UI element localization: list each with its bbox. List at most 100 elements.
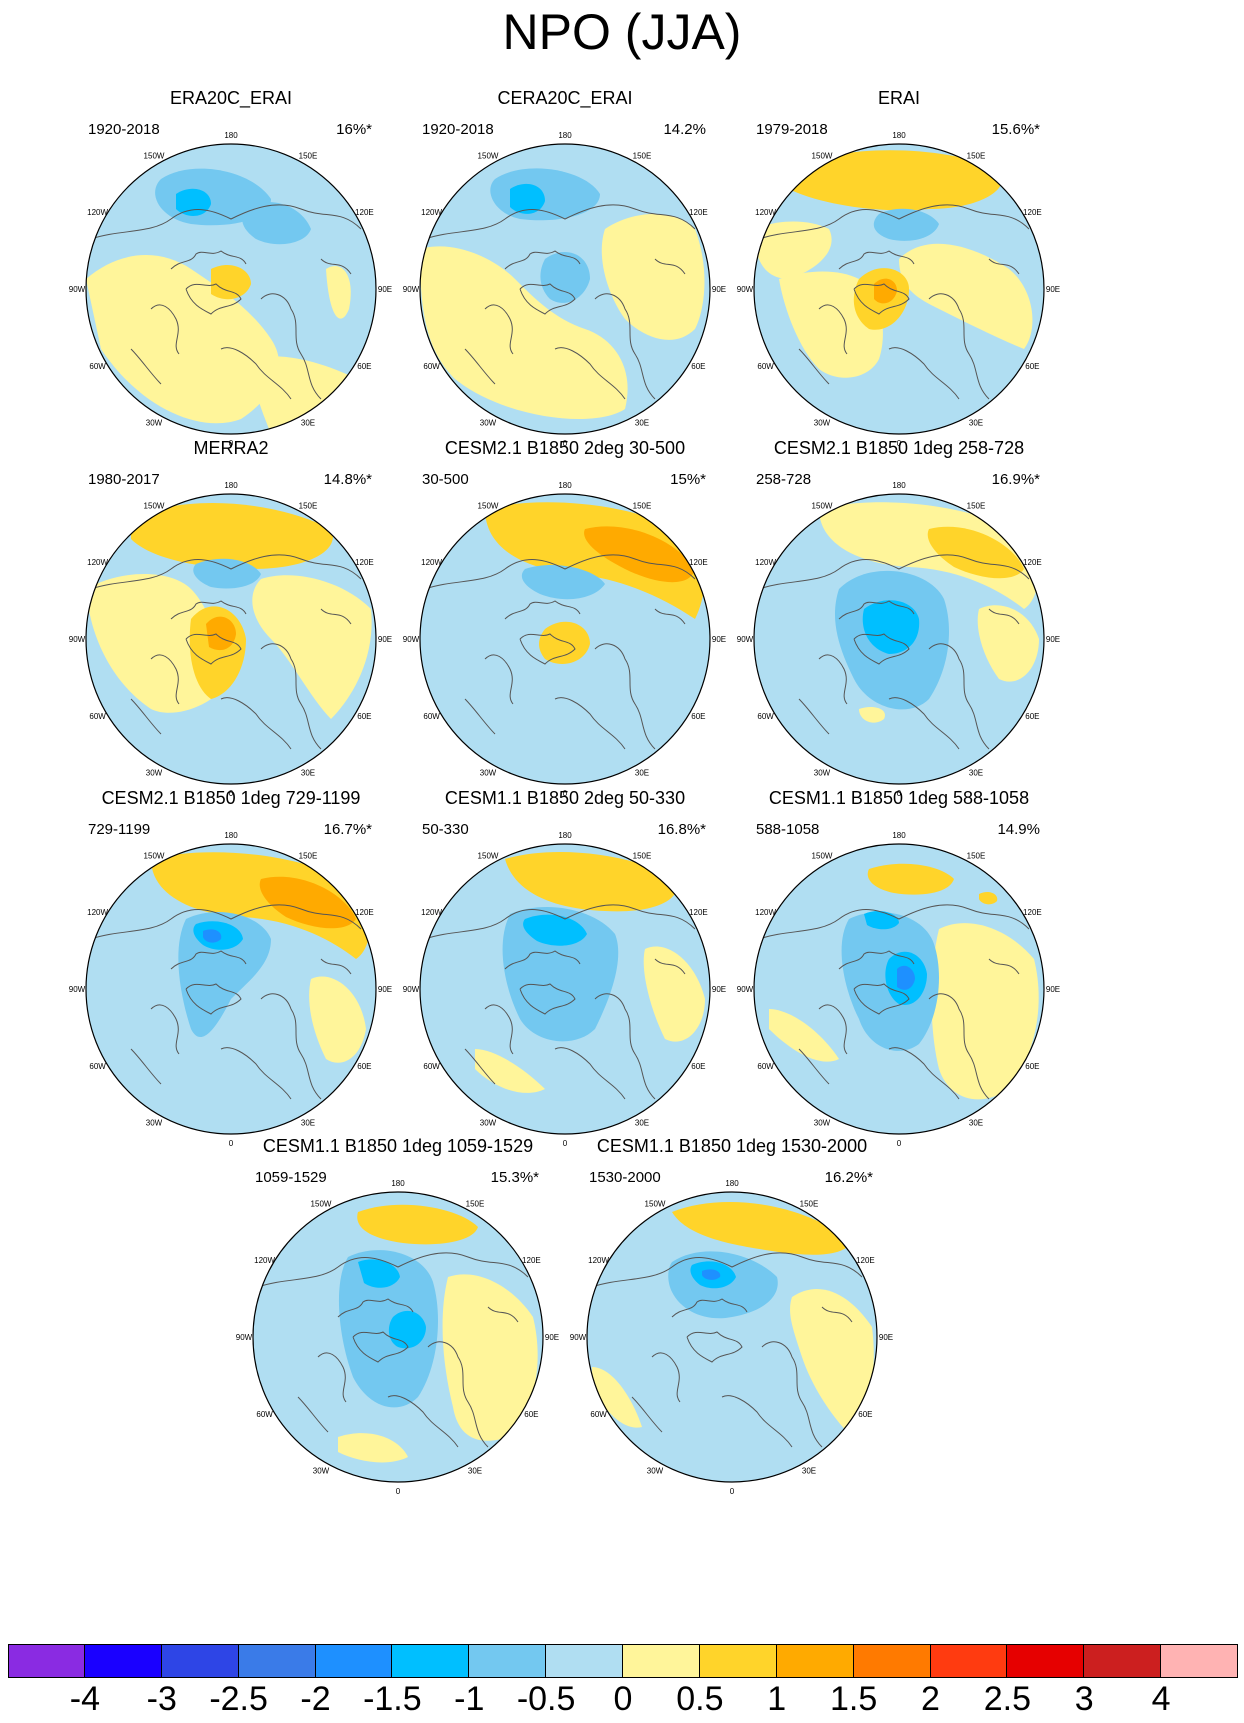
longitude-label: 150W — [311, 1200, 332, 1209]
coastline — [654, 258, 686, 275]
anomaly-contour — [592, 1367, 642, 1428]
panel-title: CESM2.1 B1850 1deg 729-1199 — [101, 788, 361, 808]
panel-period: 30-500 — [422, 471, 469, 488]
longitude-label: 30E — [301, 768, 315, 777]
coastline — [594, 643, 656, 750]
polar-map: 180 150E 120E 90E 60E 30E 0 30W 60W 90W 120W 150W — [737, 131, 1060, 448]
longitude-label: 60E — [1025, 712, 1039, 721]
coastline — [853, 283, 910, 315]
coastline — [838, 950, 915, 970]
panel-title: CERA20C_ERAI — [497, 88, 633, 108]
panel-period: 258-728 — [756, 471, 812, 488]
anomaly-contour — [521, 564, 605, 600]
coastline — [988, 958, 1020, 975]
longitude-label: 180 — [892, 481, 906, 490]
coastline — [90, 554, 362, 590]
longitude-label: 120W — [588, 1256, 609, 1265]
anomaly-field — [86, 844, 376, 1134]
longitude-label: 0 — [229, 1139, 234, 1148]
longitude-label: 60E — [357, 712, 371, 721]
coastline — [317, 1352, 347, 1403]
anomaly-field — [754, 844, 1044, 1134]
colorbar-label: 1 — [767, 1680, 787, 1718]
longitude-label: 180 — [725, 1179, 739, 1188]
coastline — [853, 983, 910, 1015]
coastline — [464, 698, 496, 735]
anomaly-contour — [502, 906, 619, 1042]
coastline — [337, 1298, 414, 1318]
longitude-label: 90E — [545, 1333, 559, 1342]
colorbar-labels: -4 -3 -2.5 -2 -1.5 -1 -0.5 0 0.5 1 1.5 2 2.5 3 4 — [0, 1680, 1244, 1720]
coastline — [464, 1048, 496, 1085]
longitude-label: 180 — [391, 1179, 405, 1188]
map-panel: CESM2.1 B1850 2deg 30-500 30-500 15%* 180 15… — [400, 438, 730, 808]
longitude-label: 120E — [1023, 208, 1042, 217]
map-boundary — [85, 493, 377, 785]
longitude-label: 120W — [421, 208, 442, 217]
longitude-label: 120W — [421, 558, 442, 567]
longitude-label: 90E — [1046, 985, 1060, 994]
anomaly-contour — [357, 1204, 478, 1245]
coastline — [888, 697, 960, 750]
longitude-label: 90E — [712, 285, 726, 294]
polar-map: 180 150E 120E 90E 60E 30E 0 30W 60W 90W 120W 150W — [737, 481, 1060, 798]
panel-variance: 16.9%* — [991, 471, 1040, 488]
polar-map: 180 150E 120E 90E 60E 30E 0 30W 60W 90W 120W 150W — [570, 1179, 893, 1496]
coastline — [424, 204, 696, 240]
longitude-label: 180 — [558, 481, 572, 490]
polar-map: 180 150E 120E 90E 60E 30E 0 30W 60W 90W 120W 150W — [69, 481, 392, 798]
panel-title: MERRA2 — [193, 438, 269, 458]
longitude-label: 30E — [301, 418, 315, 427]
anomaly-contour — [790, 1288, 874, 1437]
colorbar-swatch — [315, 1644, 393, 1678]
longitude-label: 150E — [967, 502, 986, 511]
anomaly-contour — [672, 1202, 852, 1255]
coastline — [818, 1004, 848, 1055]
longitude-label: 150E — [633, 152, 652, 161]
longitude-label: 30W — [814, 1118, 831, 1127]
longitude-label: 60E — [691, 1062, 705, 1071]
map-panel: CESM2.1 B1850 1deg 258-728 258-728 16.9%* 1… — [734, 438, 1064, 808]
coastline — [424, 554, 696, 590]
coastline — [220, 347, 292, 400]
panel-variance: 14.8%* — [323, 471, 372, 488]
anomaly-field — [754, 144, 1044, 434]
colorbar-swatch — [1084, 1644, 1162, 1678]
map-panel: MERRA2 1980-2017 14.8%* 180 150E 120E 90E 60E 30… — [66, 438, 396, 808]
colorbar-label: -0.5 — [516, 1680, 576, 1718]
map-boundary — [753, 843, 1045, 1135]
longitude-label: 0 — [563, 439, 568, 448]
anomaly-contour — [859, 707, 885, 723]
anomaly-contour — [388, 1310, 426, 1349]
longitude-label: 30W — [647, 1466, 664, 1475]
longitude-label: 120E — [522, 1256, 541, 1265]
coastline — [170, 250, 247, 270]
anomaly-contour — [338, 1433, 408, 1463]
longitude-label: 0 — [897, 789, 902, 798]
longitude-label: 120W — [421, 908, 442, 917]
longitude-label: 60E — [691, 362, 705, 371]
longitude-label: 60E — [1025, 1062, 1039, 1071]
longitude-label: 90W — [403, 285, 420, 294]
anomaly-contour — [510, 183, 545, 214]
longitude-label: 30E — [301, 1118, 315, 1127]
anomaly-contour — [309, 976, 366, 1063]
map-panel: CERA20C_ERAI 1920-2018 14.2% 180 150E 120E 90E… — [400, 88, 730, 458]
anomaly-contour — [176, 188, 211, 216]
longitude-label: 120W — [755, 208, 776, 217]
polar-map: 180 150E 120E 90E 60E 30E 0 30W 60W 90W 120W 150W — [403, 831, 726, 1148]
panel-variance: 15%* — [670, 471, 706, 488]
coastline — [554, 697, 626, 750]
colorbar-swatch — [238, 1644, 316, 1678]
longitude-label: 30W — [480, 768, 497, 777]
anomaly-contour — [338, 1250, 438, 1408]
anomaly-contour — [151, 852, 371, 959]
panel-variance: 16.2%* — [824, 1169, 873, 1186]
coastline — [130, 1048, 162, 1085]
longitude-label: 30W — [146, 768, 163, 777]
longitude-label: 120E — [689, 208, 708, 217]
longitude-label: 120E — [355, 908, 374, 917]
longitude-label: 90W — [737, 285, 754, 294]
coastline — [988, 608, 1020, 625]
anomaly-field — [86, 494, 376, 784]
